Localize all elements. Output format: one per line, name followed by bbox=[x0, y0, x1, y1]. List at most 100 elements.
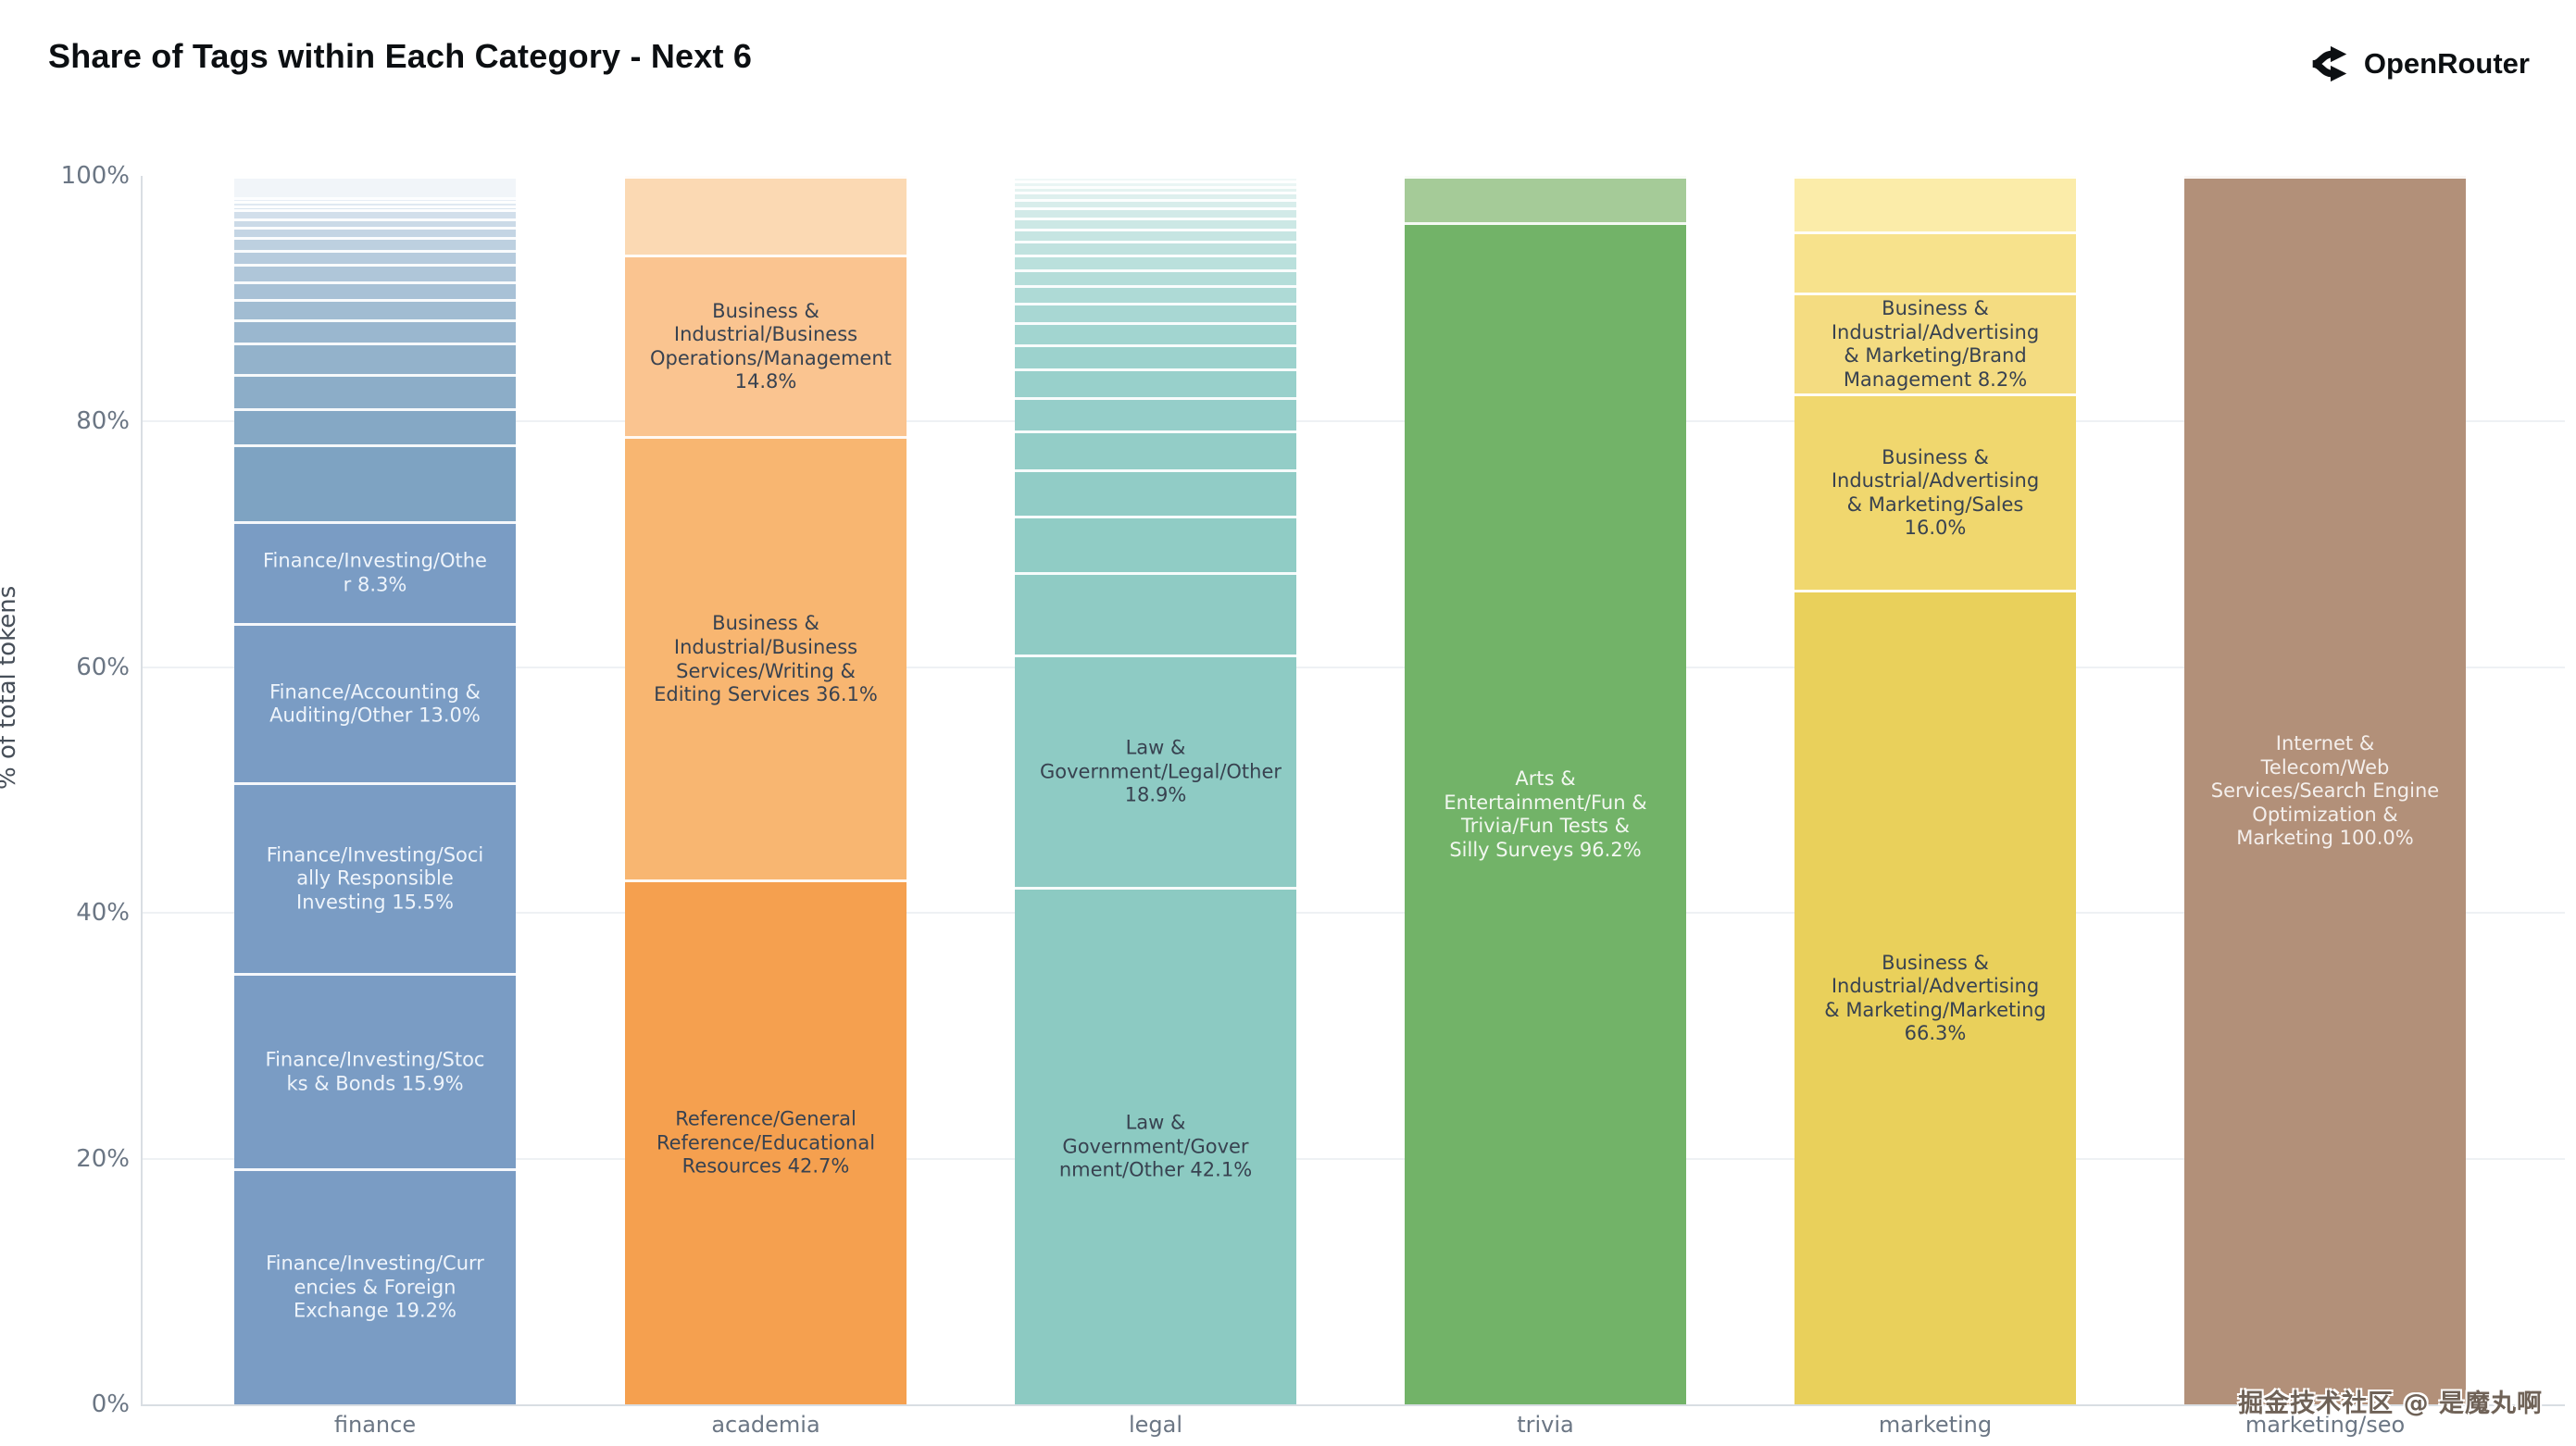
gridline-80% bbox=[141, 420, 2565, 423]
bar-segment-unlabeled bbox=[1015, 199, 1296, 208]
bar-segment: Finance/Accounting & Auditing/Other 13.0… bbox=[234, 622, 516, 783]
bar-segment-unlabeled bbox=[234, 373, 516, 408]
page-title: Share of Tags within Each Category - Nex… bbox=[48, 37, 753, 75]
bar-finance: Finance/Investing/Othe r 8.3% Finance/Acc… bbox=[234, 176, 516, 1404]
y-axis-title: % of total tokens bbox=[0, 585, 21, 790]
gridline-40% bbox=[141, 912, 2565, 915]
bar-segment: Reference/General Reference/Educational … bbox=[625, 879, 907, 1404]
segment-label: Arts & Entertainment/Fun & Trivia/Fun Te… bbox=[1444, 767, 1647, 861]
bar-trivia: Arts & Entertainment/Fun & Trivia/Fun Te… bbox=[1405, 176, 1686, 1404]
bar-segment-unlabeled bbox=[234, 237, 516, 250]
y-tick-label-80%: 80% bbox=[76, 407, 130, 436]
y-tick-label-40%: 40% bbox=[76, 899, 130, 928]
y-tick-label-20%: 20% bbox=[76, 1144, 130, 1173]
bar-segment-unlabeled bbox=[234, 218, 516, 228]
bar-segment: Finance/Investing/Othe r 8.3% bbox=[234, 520, 516, 623]
bar-segment-unlabeled bbox=[1015, 229, 1296, 242]
bar-segment-unlabeled bbox=[234, 264, 516, 282]
gridline-60% bbox=[141, 666, 2565, 668]
y-tick-label-60%: 60% bbox=[76, 653, 130, 681]
bar-segment-unlabeled bbox=[234, 249, 516, 265]
bar-segment: Law & Government/Gover nment/Other 42.1% bbox=[1015, 887, 1296, 1404]
bar-segment-unlabeled bbox=[1015, 268, 1296, 286]
y-tick-label-0%: 0% bbox=[91, 1390, 130, 1418]
bar-segment-unlabeled bbox=[234, 176, 516, 197]
bar-segment-unlabeled bbox=[234, 196, 516, 202]
bar-segment-unlabeled bbox=[1015, 241, 1296, 255]
bar-segment-unlabeled bbox=[1015, 469, 1296, 517]
y-tick-label-100%: 100% bbox=[60, 162, 130, 190]
bar-segment: Business & Industrial/Business Operation… bbox=[625, 254, 907, 437]
segment-label: Business & Industrial/Business Operation… bbox=[650, 299, 892, 393]
bar-segment-unlabeled bbox=[234, 205, 516, 209]
bar-segment-unlabeled bbox=[1015, 343, 1296, 369]
bar-segment: Business & Industrial/Advertising & Mark… bbox=[1794, 293, 2076, 393]
bar-academia: Business & Industrial/Business Operation… bbox=[625, 176, 907, 1404]
x-axis-line bbox=[141, 1404, 2565, 1406]
segment-label: Internet & Telecom/Web Services/Search E… bbox=[2210, 731, 2440, 850]
segment-label: Finance/Investing/Othe r 8.3% bbox=[263, 549, 487, 596]
bar-segment-unlabeled bbox=[1015, 321, 1296, 344]
segment-label: Business & Industrial/Business Services/… bbox=[654, 612, 878, 705]
bar-segment-unlabeled bbox=[1015, 368, 1296, 397]
bar-segment-unlabeled bbox=[234, 201, 516, 206]
segment-label: Finance/Investing/Curr encies & Foreign … bbox=[266, 1252, 484, 1322]
bar-segment: Finance/Investing/Curr encies & Foreign … bbox=[234, 1168, 516, 1404]
segment-label: Finance/Accounting & Auditing/Other 13.0… bbox=[269, 680, 481, 727]
bar-segment: Business & Industrial/Business Services/… bbox=[625, 436, 907, 880]
bar-segment: Finance/Investing/Stoc ks & Bonds 15.9% bbox=[234, 973, 516, 1169]
bar-segment-unlabeled bbox=[625, 176, 907, 255]
brand: OpenRouter bbox=[2308, 43, 2530, 85]
x-tick-label-trivia: trivia bbox=[1517, 1412, 1574, 1438]
bar-segment-unlabeled bbox=[1405, 176, 1686, 223]
bar-segment-unlabeled bbox=[1015, 254, 1296, 269]
bar-segment-unlabeled bbox=[234, 299, 516, 320]
bar-segment-unlabeled bbox=[234, 208, 516, 218]
x-tick-label-legal: legal bbox=[1128, 1412, 1183, 1438]
bar-segment-unlabeled bbox=[1015, 285, 1296, 303]
bar-segment-unlabeled bbox=[1015, 176, 1296, 181]
bar-segment-unlabeled bbox=[1015, 302, 1296, 322]
segment-label: Finance/Investing/Stoc ks & Bonds 15.9% bbox=[265, 1048, 485, 1095]
bar-segment-unlabeled bbox=[1794, 231, 2076, 293]
bar-segment-unlabeled bbox=[1015, 516, 1296, 573]
bar-segment-unlabeled bbox=[1015, 207, 1296, 218]
x-tick-label-finance: finance bbox=[333, 1412, 417, 1438]
segment-label: Business & Industrial/Advertising & Mark… bbox=[1824, 951, 2046, 1045]
bar-segment-unlabeled bbox=[1015, 185, 1296, 193]
brand-name: OpenRouter bbox=[2363, 47, 2530, 80]
bar-segment: Business & Industrial/Advertising & Mark… bbox=[1794, 590, 2076, 1404]
bar-segment-unlabeled bbox=[1794, 176, 2076, 231]
segment-label: Reference/General Reference/Educational … bbox=[656, 1107, 876, 1178]
segment-label: Finance/Investing/Soci ally Responsible … bbox=[266, 843, 484, 914]
bar-segment-unlabeled bbox=[234, 343, 516, 374]
x-tick-label-marketing: marketing bbox=[1878, 1412, 1993, 1438]
bar-segment-unlabeled bbox=[1015, 192, 1296, 200]
bar-segment-unlabeled bbox=[1015, 430, 1296, 470]
bar-segment: Internet & Telecom/Web Services/Search E… bbox=[2184, 176, 2466, 1404]
watermark: 掘金技术社区 @ 是魔丸啊 bbox=[2238, 1390, 2543, 1418]
bar-legal: Law & Government/Legal/Other 18.9% Law & … bbox=[1015, 176, 1296, 1404]
segment-label: Business & Industrial/Advertising & Mark… bbox=[1831, 296, 2040, 391]
bar-marketing/seo: Internet & Telecom/Web Services/Search E… bbox=[2184, 176, 2466, 1404]
x-tick-label-marketing/seo: marketing/seo bbox=[2245, 1412, 2406, 1438]
bar-segment: Finance/Investing/Soci ally Responsible … bbox=[234, 782, 516, 974]
bar-segment-unlabeled bbox=[1015, 572, 1296, 655]
bar-segment-unlabeled bbox=[234, 281, 516, 300]
openrouter-logo-icon bbox=[2308, 43, 2351, 85]
bar-marketing: Business & Industrial/Advertising & Mark… bbox=[1794, 176, 2076, 1404]
x-tick-label-academia: academia bbox=[711, 1412, 820, 1438]
bar-segment: Law & Government/Legal/Other 18.9% bbox=[1015, 654, 1296, 888]
segment-label: Law & Government/Gover nment/Other 42.1% bbox=[1058, 1111, 1253, 1181]
bar-segment-unlabeled bbox=[234, 319, 516, 343]
bar-segment-unlabeled bbox=[234, 444, 516, 521]
bar-segment-unlabeled bbox=[1015, 181, 1296, 186]
bar-segment-unlabeled bbox=[234, 227, 516, 238]
segment-label: Law & Government/Legal/Other 18.9% bbox=[1040, 736, 1282, 807]
bar-segment: Business & Industrial/Advertising & Mark… bbox=[1794, 393, 2076, 591]
bar-segment: Arts & Entertainment/Fun & Trivia/Fun Te… bbox=[1405, 222, 1686, 1404]
bar-segment-unlabeled bbox=[1015, 396, 1296, 430]
y-axis-line bbox=[141, 176, 143, 1404]
